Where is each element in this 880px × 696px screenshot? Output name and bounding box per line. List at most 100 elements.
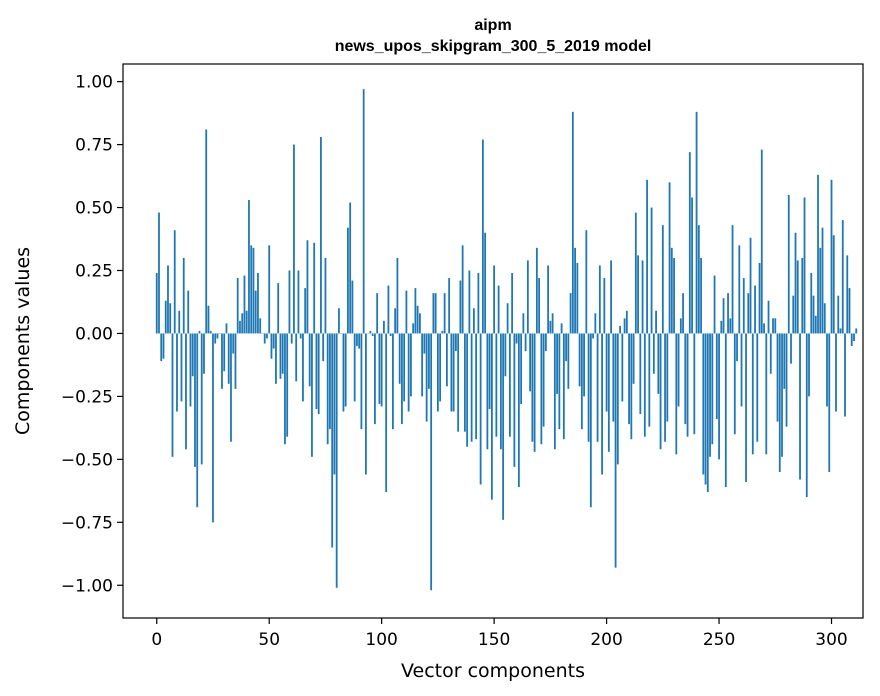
bar (558, 333, 561, 430)
chart-title-line1: aipm (474, 17, 511, 34)
bar (407, 333, 410, 412)
bar (401, 333, 403, 425)
bar (410, 333, 412, 397)
bar (515, 333, 518, 344)
bar (756, 333, 759, 442)
bar (369, 330, 372, 334)
bar (639, 333, 642, 415)
bar (326, 333, 329, 445)
bar (502, 333, 505, 520)
bar (266, 333, 268, 339)
bar (495, 333, 498, 437)
bar (306, 240, 309, 334)
bar (598, 265, 601, 334)
bar (358, 333, 361, 349)
bar (650, 207, 653, 334)
bar (664, 333, 666, 442)
bar (776, 333, 779, 422)
bar (592, 333, 594, 339)
bar (331, 333, 334, 548)
bar (601, 333, 603, 475)
y-tick-label: 0.00 (75, 324, 113, 344)
bar (850, 333, 853, 347)
bar (209, 330, 212, 334)
plot-frame (122, 63, 864, 619)
bar (493, 265, 496, 334)
bar (277, 283, 280, 334)
bar (472, 308, 475, 334)
bar (587, 333, 590, 442)
y-tick-label: 0.75 (75, 136, 113, 156)
bar (655, 310, 657, 334)
bar (652, 333, 655, 374)
bar (697, 225, 700, 334)
bar (191, 333, 194, 377)
bar (313, 242, 316, 334)
bar (317, 333, 320, 415)
bar (387, 285, 390, 334)
bar (610, 260, 612, 334)
bar (749, 237, 752, 334)
bar (747, 293, 750, 334)
bar (178, 310, 181, 334)
bar (299, 333, 302, 339)
bar (200, 333, 203, 465)
x-tick-label: 250 (703, 630, 735, 650)
bar (196, 333, 199, 508)
bar (778, 333, 781, 472)
bar (821, 227, 824, 334)
bar (445, 333, 448, 387)
bar (302, 333, 304, 402)
bar (551, 313, 554, 334)
bar (553, 333, 556, 450)
bar (324, 257, 327, 334)
bar (290, 333, 293, 344)
bar (724, 333, 727, 488)
bar (286, 333, 289, 437)
bar (436, 333, 439, 412)
bar (481, 139, 484, 334)
bar (727, 293, 729, 334)
x-axis-ticks: 0 50 100 150 200 250 300 (151, 618, 848, 650)
bar (589, 333, 592, 508)
bar (718, 333, 720, 460)
bar (333, 333, 336, 475)
bar (344, 333, 347, 407)
bar (540, 333, 543, 445)
y-tick-label: −0.25 (61, 387, 113, 407)
bar (236, 278, 239, 334)
bar (272, 333, 275, 349)
bar (607, 333, 610, 452)
bar (790, 333, 792, 364)
x-tick-label: 150 (478, 630, 510, 650)
x-tick-label: 100 (365, 630, 397, 650)
bar (729, 318, 732, 334)
bar (259, 318, 262, 334)
bar (769, 333, 772, 374)
bar (538, 278, 541, 334)
bar (419, 313, 421, 334)
bar (533, 333, 536, 452)
bar (763, 323, 765, 334)
y-axis-label: Components values (12, 247, 34, 435)
bar (182, 257, 185, 334)
bar (385, 333, 388, 493)
bar (162, 333, 165, 359)
bar (576, 262, 579, 334)
bar (632, 333, 635, 384)
bar (360, 333, 363, 430)
bar (637, 255, 639, 334)
bar (477, 273, 480, 334)
bar (508, 333, 511, 437)
bar (691, 197, 693, 334)
bar (583, 333, 585, 397)
bar (745, 333, 747, 483)
bar (234, 333, 237, 389)
x-tick-label: 200 (590, 630, 622, 650)
bar (189, 333, 192, 407)
bar (711, 333, 714, 445)
bar (754, 285, 756, 334)
bar (374, 333, 376, 425)
bar (308, 333, 311, 387)
